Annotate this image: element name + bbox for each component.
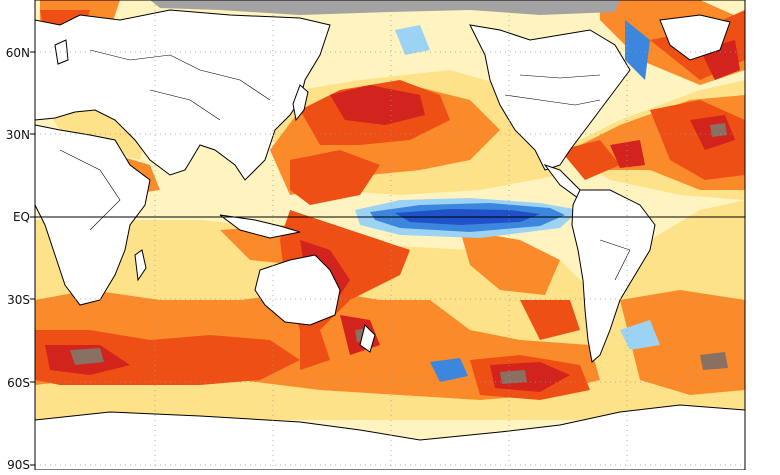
madagascar-island [134, 249, 147, 282]
lat-label-30n: 30N [5, 128, 30, 142]
lat-label-eq: EQ [12, 210, 30, 224]
antarctica-landmass [35, 404, 745, 470]
lat-label-90s: 90S [7, 458, 30, 472]
eurasia-landmass [35, 9, 331, 181]
lat-label-30s: 30S [7, 293, 30, 307]
arctic-masked-region [150, 0, 620, 15]
new-zealand-islands [359, 324, 376, 353]
north-atlantic-cold-patch [625, 20, 650, 80]
latitude-ticks [30, 51, 35, 466]
indonesia-islands [219, 214, 301, 239]
japan-islands [292, 84, 309, 122]
north-pacific-cold-patch [395, 25, 430, 55]
uk-islands [54, 39, 69, 65]
land-masses [35, 9, 745, 470]
cold-anomaly-layer [355, 20, 660, 382]
australia-landmass [254, 254, 341, 326]
africa-landmass [35, 124, 151, 306]
lat-label-60n: 60N [5, 46, 30, 60]
greenland-landmass [659, 14, 731, 61]
north-america-landmass [469, 24, 631, 171]
south-america-landmass [571, 189, 656, 363]
south-pacific-cold-patch [430, 358, 468, 382]
country-borders [59, 49, 631, 281]
south-atlantic-cold-patch [620, 320, 660, 350]
map-layers [35, 0, 745, 470]
lat-label-60s: 60S [7, 376, 30, 390]
